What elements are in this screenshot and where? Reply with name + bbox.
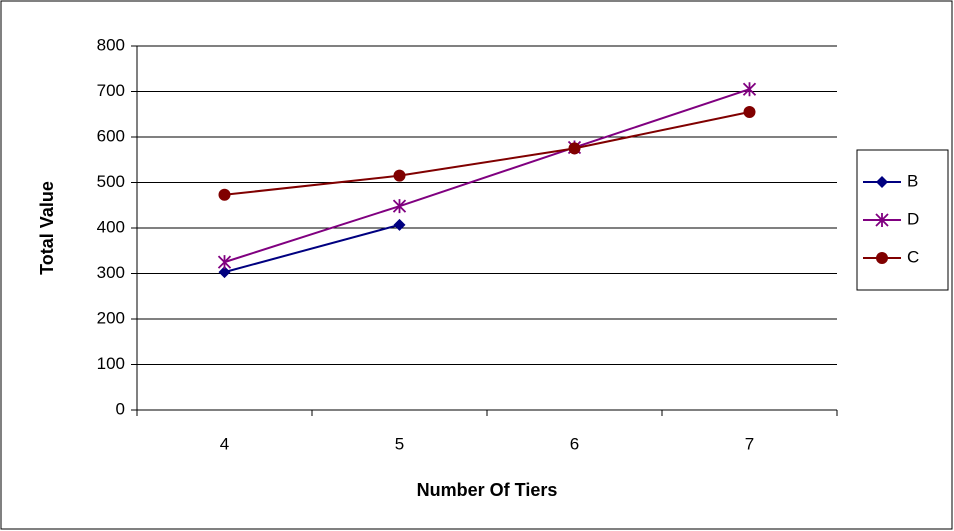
y-tick-label: 0	[116, 399, 125, 418]
marker	[218, 266, 231, 279]
marker	[218, 188, 231, 201]
y-tick-label: 600	[97, 126, 125, 145]
y-tick-label: 400	[97, 217, 125, 236]
series-line	[224, 88, 750, 264]
y-axis-title: Total Value	[37, 181, 57, 275]
series-line	[224, 110, 750, 196]
marker	[875, 213, 889, 227]
y-tick-label: 200	[97, 308, 125, 327]
marker	[392, 199, 407, 214]
y-tick-label: 800	[97, 35, 125, 54]
marker	[217, 255, 232, 270]
legend-label: D	[907, 209, 919, 228]
x-tick-label: 4	[220, 434, 229, 453]
x-tick-label: 6	[570, 434, 579, 453]
y-tick-label: 300	[97, 263, 125, 282]
marker	[393, 169, 406, 182]
legend-label: B	[907, 171, 918, 190]
x-tick-label: 5	[395, 434, 404, 453]
marker	[393, 218, 406, 231]
marker	[876, 176, 888, 188]
marker	[568, 142, 581, 155]
marker	[743, 105, 756, 118]
x-tick-label: 7	[745, 434, 754, 453]
y-tick-label: 100	[97, 354, 125, 373]
series-line	[224, 223, 400, 274]
marker	[876, 252, 888, 264]
y-tick-label: 700	[97, 81, 125, 100]
y-tick-label: 500	[97, 172, 125, 191]
legend-label: C	[907, 247, 919, 266]
marker	[742, 82, 757, 97]
x-axis-title: Number Of Tiers	[417, 480, 558, 500]
